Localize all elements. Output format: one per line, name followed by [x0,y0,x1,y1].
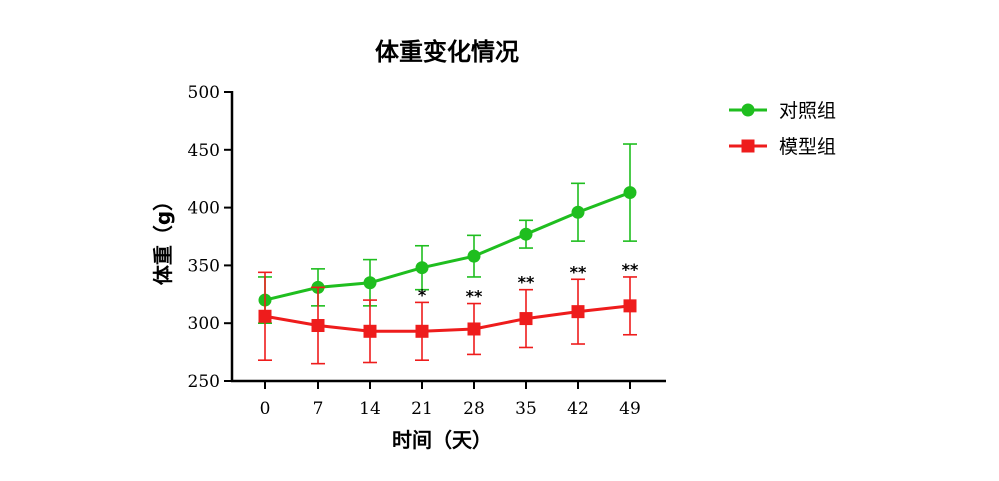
x-tick-label: 21 [411,399,433,419]
x-tick-label: 28 [463,399,485,419]
chart-title: 体重变化情况 [375,38,519,66]
data-point [571,205,585,219]
y-tick-label: 500 [188,83,220,103]
significance-label: ** [518,273,535,292]
y-tick-label: 300 [188,314,220,334]
y-tick-label: 350 [188,256,220,276]
y-tick-label: 250 [188,372,220,392]
data-point [363,276,377,290]
axes: 250 300 350 400 450 500 0 7 14 21 28 35 42 49 [188,83,666,419]
data-point [467,249,481,263]
x-tick-label: 42 [567,399,589,419]
legend-item-2: 模型组 [729,136,836,158]
legend-marker [741,103,755,117]
series-line [264,304,631,333]
data-point [571,305,585,319]
x-tick-label: 49 [619,399,641,419]
significance-label: ** [622,260,639,279]
y-tick-label: 400 [188,199,220,219]
legend-label: 对照组 [779,100,836,122]
data-point [519,312,533,326]
x-tick-label: 7 [313,399,324,419]
significance-label: * [418,285,427,304]
data-point [363,324,377,338]
legend-item-1: 对照组 [729,100,836,122]
series-layer [258,143,637,365]
legend-label: 模型组 [779,136,836,158]
series-2 [258,271,637,365]
y-tick-label: 450 [188,141,220,161]
series-line [264,191,631,302]
data-point [311,319,325,333]
data-point [519,227,533,241]
data-point [623,186,637,200]
significance-label: ** [570,262,587,281]
x-axis-title: 时间（天） [392,428,492,452]
series-1 [258,143,637,325]
x-tick-label: 35 [515,399,537,419]
significance-label: ** [466,287,483,306]
x-tick-label: 0 [260,399,271,419]
x-tick-label: 14 [359,399,381,419]
data-point [467,322,481,336]
data-point [415,261,429,275]
annotation-layer: * ****** ** [418,260,639,306]
data-point [623,299,637,313]
legend-marker [741,139,755,153]
data-point [415,324,429,338]
data-point [258,309,272,323]
y-axis-title: 体重（g） [151,191,175,285]
